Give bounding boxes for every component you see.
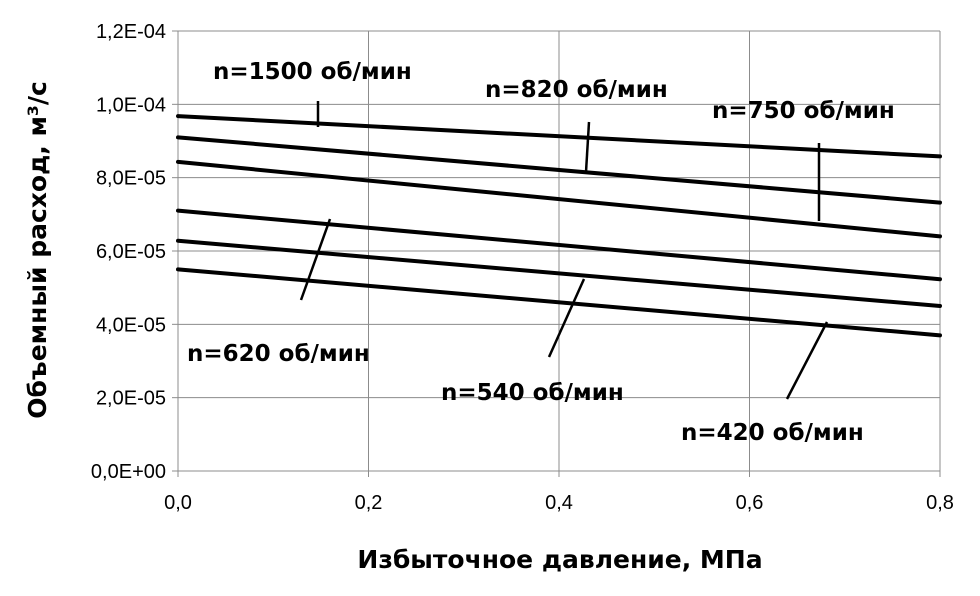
series-label-620: n=620 об/мин	[187, 341, 370, 367]
leader-line	[547, 278, 586, 358]
series-label-1500: n=1500 об/мин	[213, 59, 412, 85]
x-tick-label: 0,2	[355, 492, 383, 514]
y-tick-label: 0,0E+00	[91, 461, 166, 483]
series-label-820: n=820 об/мин	[485, 77, 668, 103]
series-line	[176, 135, 942, 205]
x-tick-labels: 0,0 0,2 0,4 0,6 0,8	[164, 492, 954, 514]
series-label-750: n=750 об/мин	[712, 98, 895, 124]
leader-line	[785, 321, 829, 400]
leader-line	[584, 121, 591, 173]
series-line	[176, 159, 942, 239]
x-tick-label: 0,6	[736, 492, 764, 514]
leader-line	[299, 218, 332, 301]
series-line	[176, 208, 942, 282]
label-leaders	[299, 101, 829, 400]
series-line	[176, 267, 942, 338]
y-tick-label: 1,0E-04	[96, 94, 166, 116]
y-tick-labels: 0,0E+00 2,0E-05 4,0E-05 6,0E-05 8,0E-05 1,0E-…	[91, 21, 166, 483]
x-tick-label: 0,8	[926, 492, 954, 514]
y-tick-label: 1,2E-04	[96, 21, 166, 43]
series-label-540: n=540 об/мин	[441, 380, 624, 406]
y-tick-label: 2,0E-05	[96, 388, 166, 410]
axes	[172, 30, 941, 477]
series-label-420: n=420 об/мин	[681, 420, 864, 446]
series-line	[176, 238, 942, 308]
x-tick-label: 0,4	[545, 492, 573, 514]
y-tick-label: 8,0E-05	[96, 168, 166, 190]
series-line	[176, 114, 942, 159]
y-tick-label: 6,0E-05	[96, 241, 166, 263]
series-lines	[176, 114, 942, 338]
y-axis-title: Объемный расход, м³/с	[23, 81, 52, 419]
x-tick-label: 0,0	[164, 492, 192, 514]
x-axis-title: Избыточное давление, МПа	[357, 545, 762, 574]
y-tick-label: 4,0E-05	[96, 314, 166, 336]
